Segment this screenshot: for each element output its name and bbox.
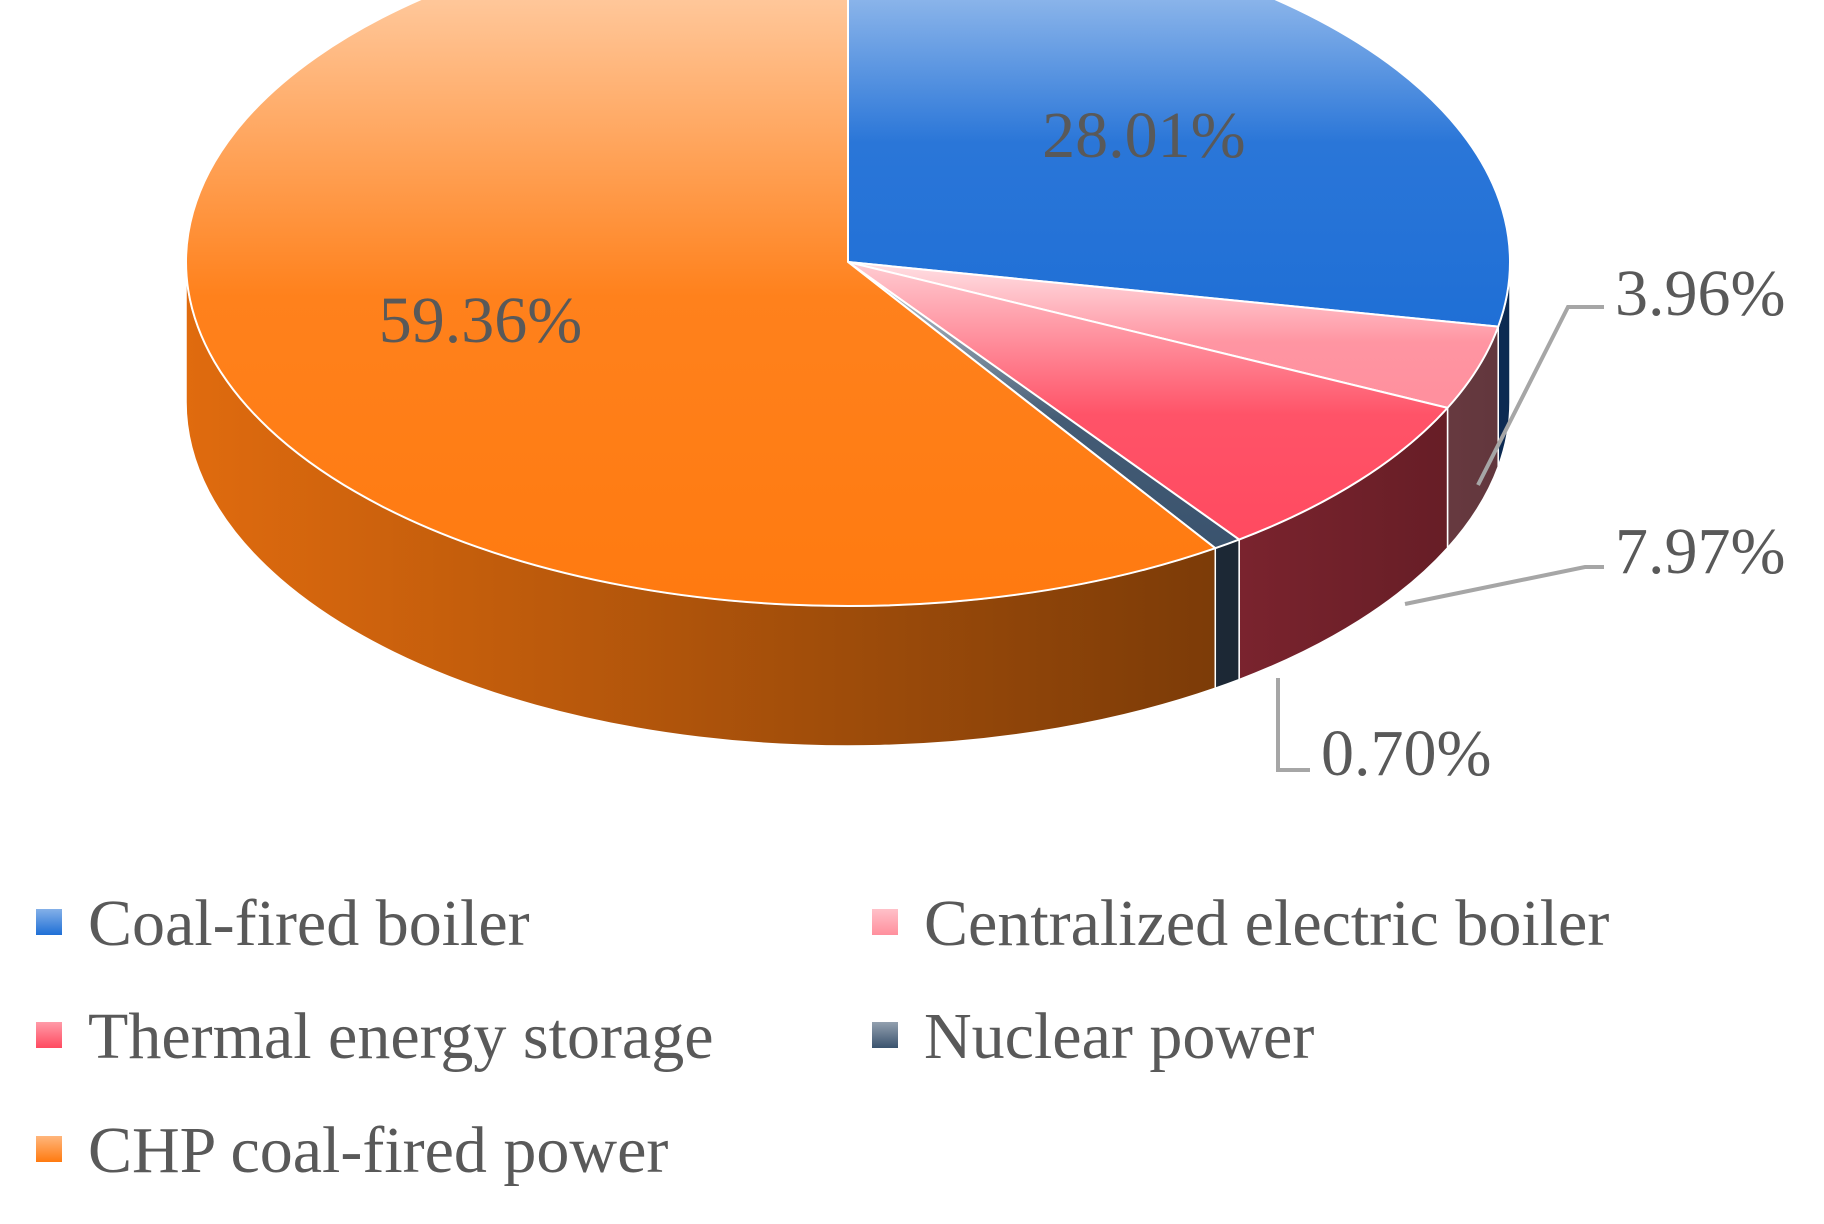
legend-item-2: Thermal energy storage [36,1000,714,1073]
pie-side-3 [1214,538,1240,690]
data-label-1: 3.96% [1615,257,1785,330]
legend-swatch-1 [872,909,898,935]
legend-swatch-2 [36,1022,62,1048]
data-label-0: 28.01% [1042,99,1245,172]
legend-item-1: Centralized electric boiler [872,887,1609,960]
data-label-3: 0.70% [1321,717,1491,790]
data-labels: 28.01% 3.96% 7.97% 0.70% 59.36% [379,99,1786,790]
legend-label-0: Coal-fired boiler [88,887,530,960]
leader-line-3 [1276,678,1310,772]
data-label-2: 7.97% [1615,515,1785,588]
legend-swatch-0 [36,909,62,935]
legend-label-1: Centralized electric boiler [924,887,1609,960]
pie-slice-2 [847,261,1449,541]
data-label-4: 59.36% [379,284,582,357]
legend-item-0: Coal-fired boiler [36,887,530,960]
legend-swatch-3 [872,1022,898,1048]
legend: Coal-fired boiler Centralized electric bo… [36,887,1609,1187]
legend-label-2: Thermal energy storage [88,1000,714,1073]
leader-line-1 [1476,305,1604,486]
pie-tops [185,0,1512,607]
legend-swatch-4 [36,1136,62,1162]
legend-item-3: Nuclear power [872,1000,1314,1073]
pie-slice-4 [185,0,1217,607]
leader-line-2 [1404,565,1604,606]
legend-label-4: CHP coal-fired power [88,1114,668,1187]
leader-lines [1276,305,1604,772]
legend-label-3: Nuclear power [924,1000,1314,1073]
legend-item-4: CHP coal-fired power [36,1114,668,1187]
pie-slice-0 [847,0,1512,328]
